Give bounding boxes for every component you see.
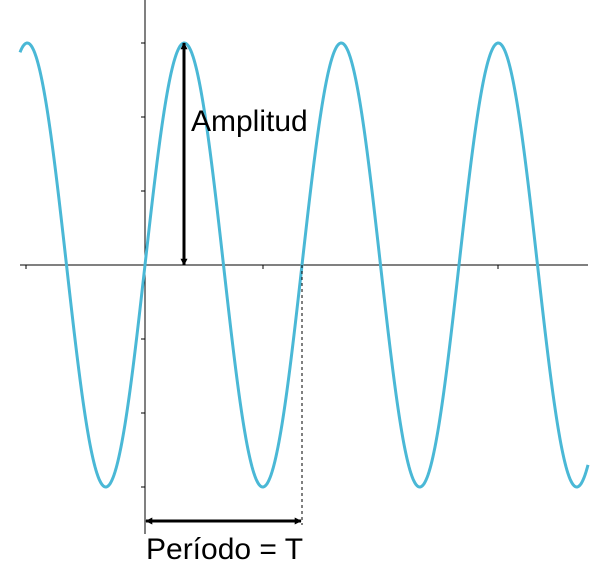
amplitude-label: Amplitud [191, 105, 308, 138]
sine-wave-curve [18, 41, 590, 489]
period-label: Período = T [146, 533, 303, 566]
